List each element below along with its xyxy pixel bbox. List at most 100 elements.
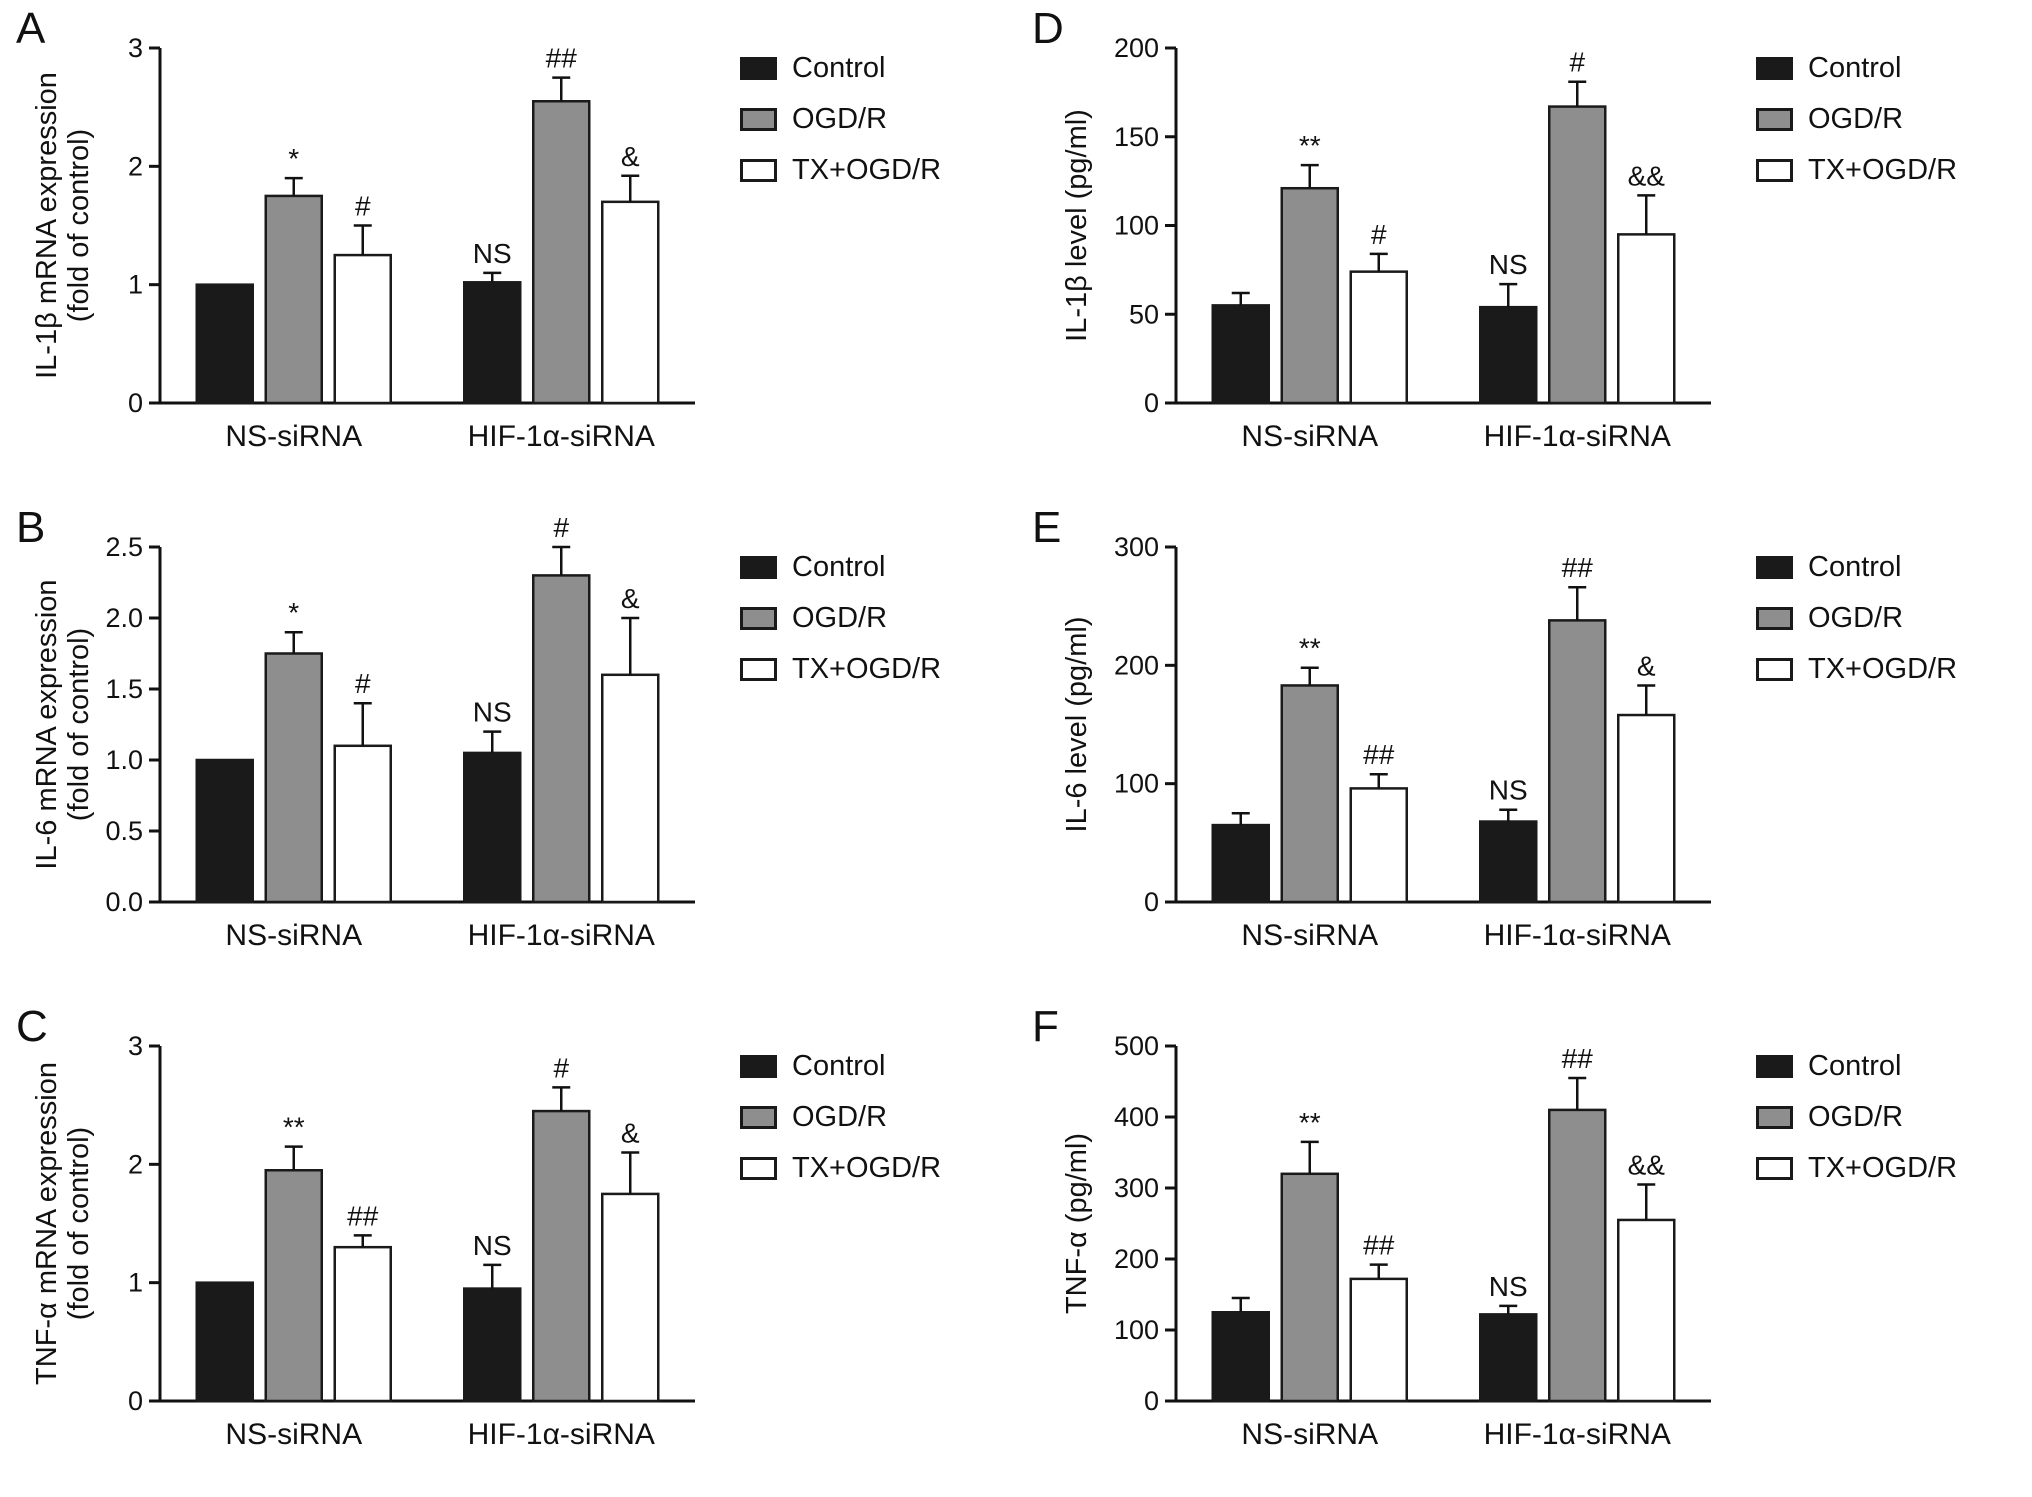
- bar-control: [1479, 305, 1538, 405]
- panel-label-C: C: [16, 1002, 48, 1051]
- panel-label-A: A: [16, 4, 46, 53]
- panel-D: D IL-1β level (pg/ml) 0 50 100 150 200 NS-siRNA…: [1016, 0, 2032, 499]
- legend-label-tx-ogd-r: TX+OGD/R: [1808, 154, 1958, 186]
- legend-item-ogd-r: OGD/R: [740, 103, 941, 136]
- legend-item-tx-ogd-r: TX+OGD/R: [1756, 154, 1957, 187]
- legend-item-control: Control: [1756, 1050, 1957, 1083]
- legend-item-ogd-r: OGD/R: [740, 602, 941, 635]
- bar-tx-ogd-r: [1617, 713, 1676, 904]
- legend-item-tx-ogd-r: TX+OGD/R: [1756, 1152, 1957, 1185]
- legend-label-tx-ogd-r: TX+OGD/R: [1808, 1152, 1958, 1184]
- y-tick-label: 3: [128, 33, 143, 63]
- legend-label-tx-ogd-r: TX+OGD/R: [792, 653, 942, 685]
- legend-item-control: Control: [1756, 551, 1957, 584]
- y-tick-label: 400: [1114, 1102, 1159, 1132]
- significance-annotation: NS: [473, 1230, 512, 1261]
- significance-annotation: ##: [347, 1200, 379, 1231]
- significance-annotation: #: [1569, 47, 1585, 78]
- significance-annotation: **: [1299, 633, 1321, 664]
- legend-label-ogd-r: OGD/R: [792, 1101, 888, 1133]
- legend-label-ogd-r: OGD/R: [1808, 1101, 1904, 1133]
- panel-label-B: B: [16, 503, 46, 552]
- y-tick-label: 0.0: [105, 887, 143, 917]
- bar-ogd-r: [1548, 105, 1607, 405]
- legend-swatch-control: [740, 1055, 777, 1078]
- legend-label-control: Control: [1808, 1050, 1902, 1082]
- legend-F: Control OGD/R TX+OGD/R: [1756, 1050, 1957, 1185]
- x-category-label: HIF-1α-siRNA: [468, 1418, 655, 1451]
- legend-item-tx-ogd-r: TX+OGD/R: [1756, 653, 1957, 686]
- legend-swatch-control: [1756, 556, 1793, 579]
- panel-label-F: F: [1032, 1002, 1059, 1051]
- bar-control: [1479, 1313, 1538, 1403]
- y-tick-label: 0: [1144, 887, 1159, 917]
- bar-control: [463, 751, 522, 904]
- y-tick-label: 150: [1114, 122, 1159, 152]
- legend-label-control: Control: [792, 52, 886, 84]
- y-tick-label: 0: [128, 388, 143, 418]
- significance-annotation: &: [621, 141, 640, 172]
- y-axis-label: (fold of control): [63, 129, 95, 322]
- bar-ogd-r: [264, 1169, 323, 1403]
- y-tick-label: 500: [1114, 1031, 1159, 1061]
- y-tick-label: 200: [1114, 1244, 1159, 1274]
- legend-item-ogd-r: OGD/R: [1756, 103, 1957, 136]
- bar-tx-ogd-r: [333, 1245, 392, 1403]
- bar-ogd-r: [532, 100, 591, 405]
- y-axis-label: IL-1β mRNA expression: [31, 72, 63, 379]
- chart-E: IL-6 level (pg/ml) 0 100 200 300 NS-siRNA ** ##…: [1061, 532, 1711, 952]
- significance-annotation: ##: [1562, 552, 1594, 583]
- bar-control: [1211, 304, 1270, 405]
- legend-label-tx-ogd-r: TX+OGD/R: [1808, 653, 1958, 685]
- legend-label-tx-ogd-r: TX+OGD/R: [792, 1152, 942, 1184]
- bar-tx-ogd-r: [1617, 1218, 1676, 1403]
- chart-C: TNF-α mRNA expression (fold of control) 0 1…: [31, 1031, 695, 1451]
- y-tick-label: 1: [128, 1268, 143, 1298]
- significance-annotation: &&: [1628, 160, 1666, 191]
- bar-control: [195, 758, 254, 904]
- legend-C: Control OGD/R TX+OGD/R: [740, 1050, 941, 1185]
- significance-annotation: NS: [473, 697, 512, 728]
- bar-ogd-r: [1548, 1108, 1607, 1403]
- legend-item-ogd-r: OGD/R: [1756, 602, 1957, 635]
- x-category-label: HIF-1α-siRNA: [1484, 919, 1671, 952]
- bar-tx-ogd-r: [601, 200, 660, 405]
- significance-annotation: ##: [1363, 739, 1395, 770]
- chart-F: TNF-α (pg/ml) 0 100 200 300 400 500 NS-siRNA ** #…: [1061, 1031, 1711, 1451]
- bar-ogd-r: [264, 194, 323, 405]
- significance-annotation: #: [1371, 219, 1387, 250]
- panel-A: A IL-1β mRNA expression (fold of control) 0…: [0, 0, 1016, 499]
- y-tick-label: 1.0: [105, 745, 143, 775]
- legend-item-tx-ogd-r: TX+OGD/R: [740, 653, 941, 686]
- y-axis-label: IL-1β level (pg/ml): [1061, 109, 1093, 342]
- y-tick-label: 3: [128, 1031, 143, 1061]
- significance-annotation: **: [1299, 130, 1321, 161]
- legend-swatch-ogd-r: [740, 1106, 777, 1129]
- legend-item-control: Control: [740, 52, 941, 85]
- panel-label-E: E: [1032, 503, 1062, 552]
- bar-control: [1211, 823, 1270, 904]
- legend-label-ogd-r: OGD/R: [1808, 602, 1904, 634]
- chart-A: IL-1β mRNA expression (fold of control) 0 1…: [31, 33, 695, 453]
- significance-annotation: #: [355, 668, 371, 699]
- y-axis-label: (fold of control): [63, 628, 95, 821]
- legend-swatch-tx-ogd-r: [1756, 658, 1793, 681]
- y-tick-label: 0: [1144, 388, 1159, 418]
- significance-annotation: *: [288, 597, 299, 628]
- bar-control: [1211, 1311, 1270, 1403]
- legend-item-tx-ogd-r: TX+OGD/R: [740, 154, 941, 187]
- panel-C: C TNF-α mRNA expression (fold of control) 0…: [0, 998, 1016, 1497]
- legend-swatch-ogd-r: [1756, 1106, 1793, 1129]
- bar-tx-ogd-r: [601, 673, 660, 904]
- y-tick-label: 1.5: [105, 674, 143, 704]
- bar-ogd-r: [264, 652, 323, 904]
- y-tick-label: 300: [1114, 532, 1159, 562]
- legend-item-control: Control: [1756, 52, 1957, 85]
- y-tick-label: 2: [128, 1149, 143, 1179]
- bar-control: [195, 283, 254, 405]
- legend-item-tx-ogd-r: TX+OGD/R: [740, 1152, 941, 1185]
- significance-annotation: NS: [473, 238, 512, 269]
- bar-control: [463, 1287, 522, 1403]
- x-category-label: NS-siRNA: [225, 1418, 362, 1451]
- bar-ogd-r: [1548, 619, 1607, 904]
